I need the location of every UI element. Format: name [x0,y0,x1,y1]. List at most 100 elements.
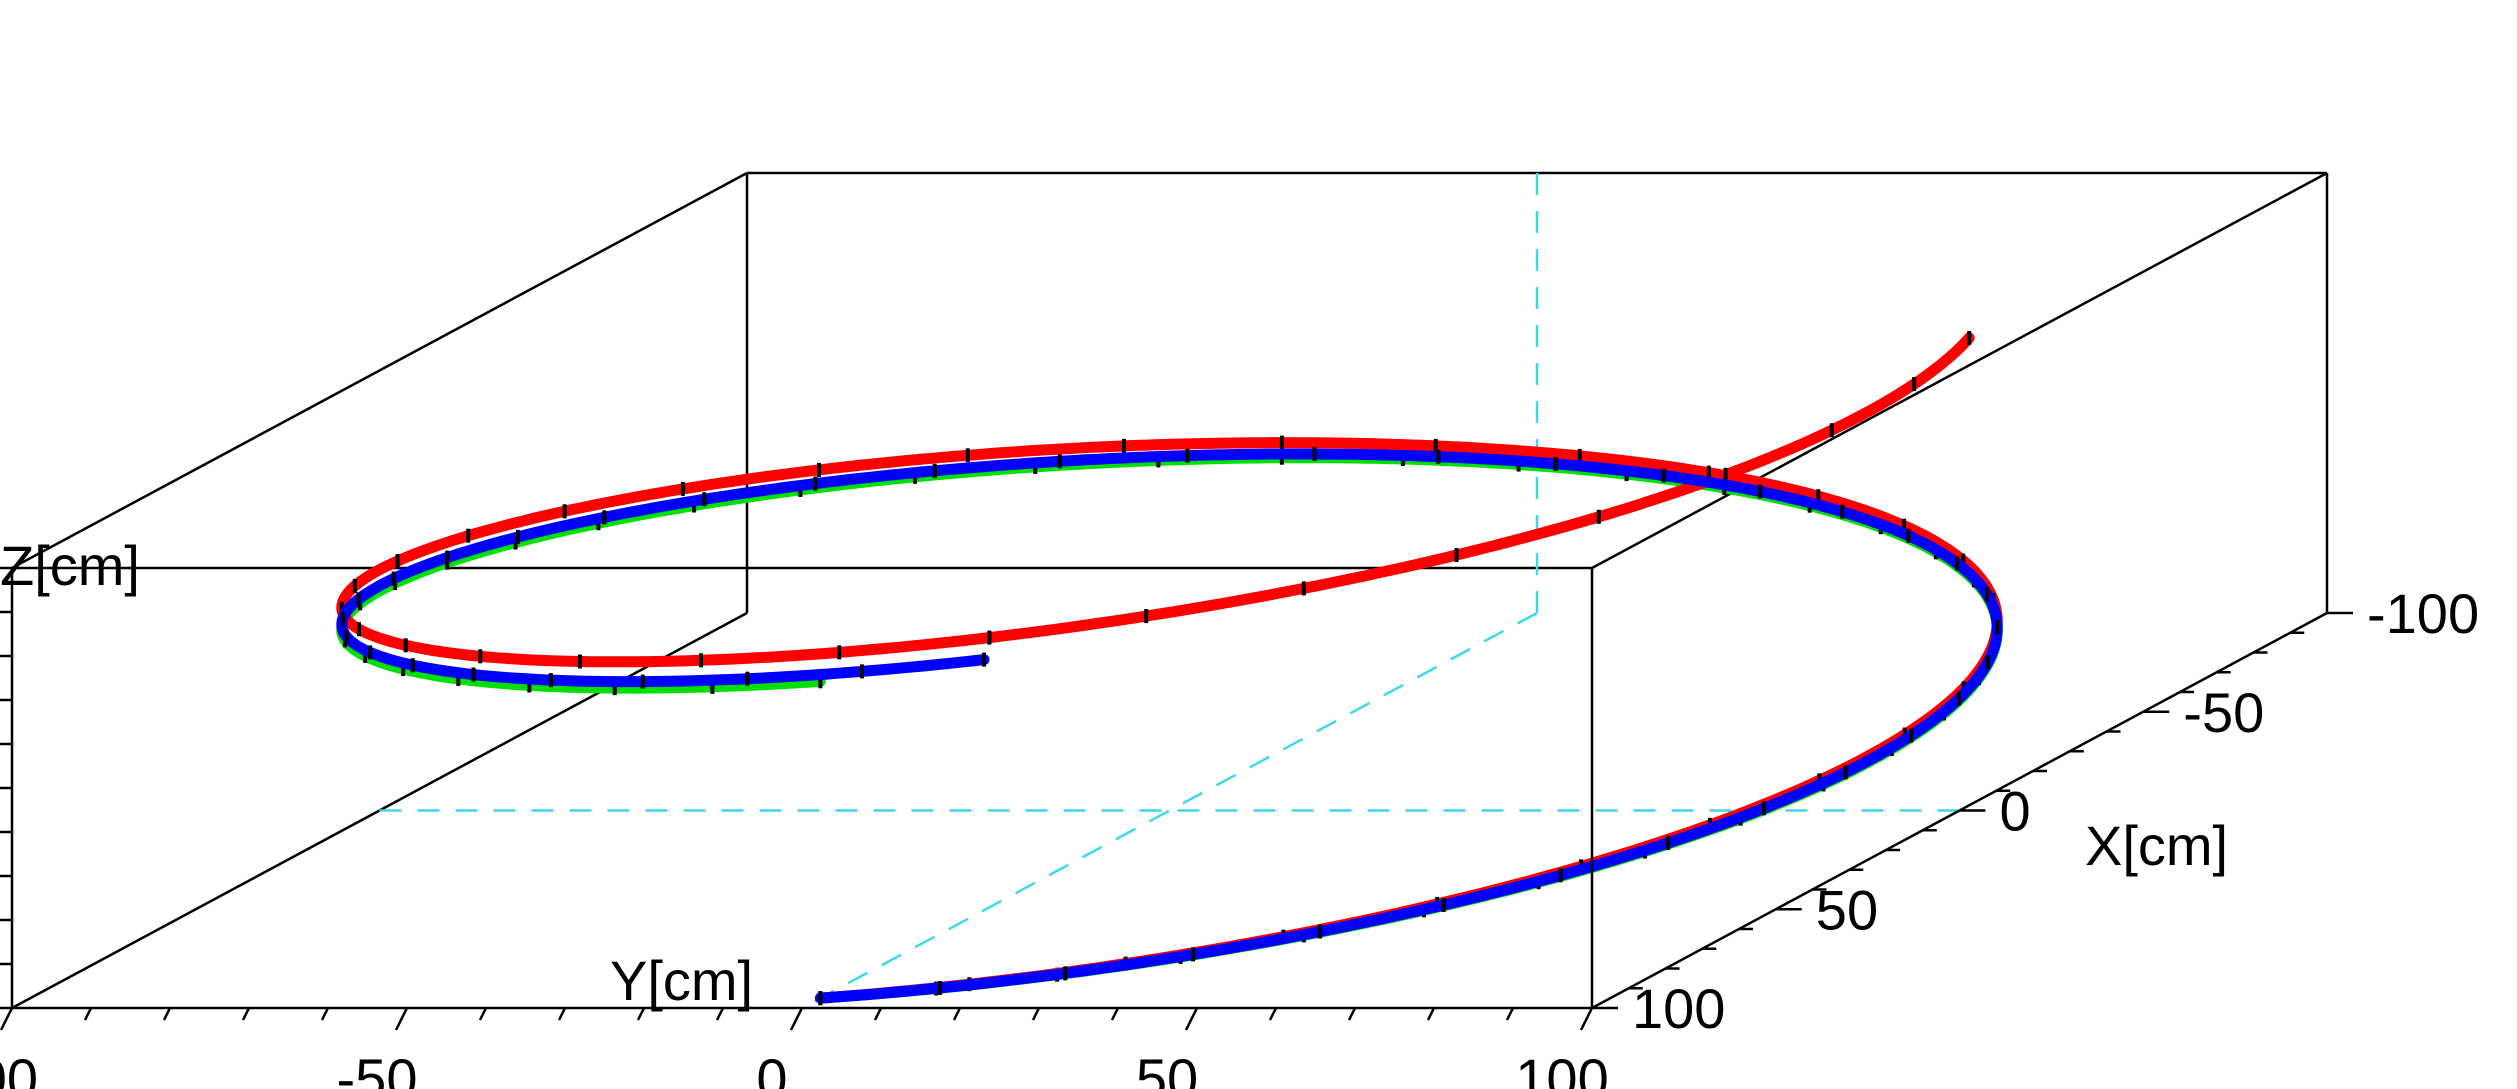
series-point-marker [965,448,970,463]
series-point-marker [1441,898,1446,912]
series-point-marker [356,592,361,607]
y-tick-label: -100 [0,1047,38,1089]
series-point-marker [837,645,842,660]
series-point-marker [1191,947,1195,962]
y-tick [636,1007,646,1021]
series-point-marker [813,476,818,491]
dashed-center-axes [379,173,1960,1010]
series-point-marker [612,681,617,696]
dashed-axis-line [801,611,1538,1010]
y-tick [789,1007,804,1031]
series-point-marker [391,571,396,586]
series-point-marker [410,658,415,673]
y-tick [557,1007,567,1021]
series-point-marker [680,481,685,496]
series-point-marker [1840,504,1845,519]
series-point-marker [932,463,937,478]
series-point-marker [562,504,567,519]
series-point-marker [340,611,345,626]
y-tick [1505,1007,1515,1021]
series-point-marker [1955,556,1960,571]
series-point-marker [1995,620,2000,635]
y-tick-label: -50 [337,1047,418,1089]
series-point-marker [938,980,943,995]
series-point-marker [1661,468,1666,483]
series-point-marker [456,671,461,686]
series-point-marker [818,991,823,1006]
y-tick [83,1007,93,1021]
series-point-marker [1301,581,1306,596]
series-point-marker [602,510,607,525]
series-point-marker [1312,447,1317,461]
x-tick-label: 0 [2000,780,2031,843]
series-point-marker [516,529,520,544]
series-point-marker [1706,465,1711,480]
series-point-marker [344,629,349,644]
series-point-marker [987,630,992,645]
series-point-marker [1596,509,1601,524]
series-line [336,448,2003,1004]
series-point-marker [1553,456,1558,471]
series-point-marker [527,678,532,693]
y-tick [394,1007,409,1031]
series-point-marker [1912,377,1917,392]
box-edge [11,171,748,570]
x-tick-label: -100 [2367,582,2479,645]
plot-box-back [11,171,2329,1010]
y-tick [715,1007,725,1021]
y-tick-label: 100 [1515,1047,1608,1089]
series-point-marker [745,671,750,686]
x-tick-label: 100 [1632,977,1725,1040]
y-tick [1184,1007,1199,1031]
series-point-marker [1279,435,1284,450]
series-point-marker [1436,449,1441,464]
series-point-marker [368,645,373,660]
series-point-marker [818,674,823,689]
y-tick-label: 50 [1136,1047,1198,1089]
series-point-marker [860,664,864,679]
series-point-marker [640,674,645,689]
series-point-marker [1909,728,1914,743]
series-point-marker [1666,835,1671,850]
series-point-marker [1122,438,1126,453]
series-point-marker [1961,553,1966,568]
curves [336,330,2003,1006]
series-point-marker [1454,548,1459,562]
series-point-marker [1723,467,1728,482]
series-line [336,452,2003,1004]
series-point-marker [577,654,582,669]
series-point-marker [1762,801,1766,816]
z-axis-title: Z[cm] [0,534,140,597]
y-tick [1426,1007,1436,1021]
series-point-marker [1816,489,1821,504]
y-tick [0,1007,14,1031]
y-tick [873,1007,883,1021]
series-point-marker [1433,438,1438,453]
y-tick-label: 0 [756,1047,787,1089]
y-tick [162,1007,172,1021]
series-point-marker [710,679,715,694]
x-axis-title: X[cm] [2085,814,2228,877]
y-tick [1031,1007,1041,1021]
series-1 [336,330,2003,1006]
series-line [336,332,2003,1004]
series-point-marker [466,528,471,543]
series-point-marker [548,673,553,688]
series-point-marker [1956,691,1961,706]
series-point-marker [352,578,357,593]
series-point-marker [403,638,408,653]
box-edge [1591,171,2328,570]
y-tick [241,1007,251,1021]
series-point-marker [1185,448,1190,463]
series-point-marker [478,649,483,664]
y-tick [1268,1007,1278,1021]
series-point-marker [1144,609,1149,624]
series-point-marker [699,653,703,668]
series-point-marker [471,667,476,682]
series-point-marker [982,652,986,667]
series-point-marker [1985,655,1990,670]
series-point-marker [1829,423,1834,438]
series-point-marker [817,462,821,477]
series-point-marker [1902,518,1907,533]
